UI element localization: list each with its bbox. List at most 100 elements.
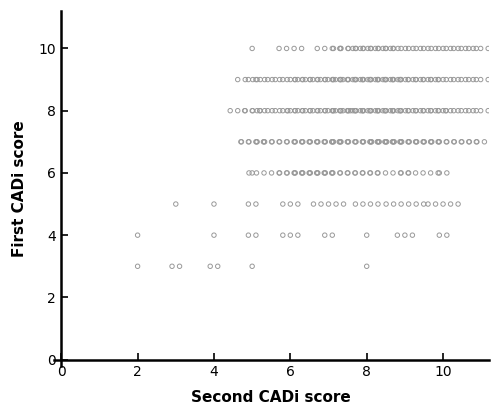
- Point: [316, 107, 324, 114]
- Point: [394, 76, 402, 83]
- Point: [294, 201, 302, 207]
- Point: [292, 107, 300, 114]
- Point: [260, 170, 268, 176]
- Point: [248, 107, 256, 114]
- Point: [352, 45, 360, 52]
- Point: [292, 138, 300, 145]
- Point: [249, 107, 257, 114]
- Point: [366, 107, 374, 114]
- Point: [434, 107, 442, 114]
- Point: [372, 45, 380, 52]
- Point: [314, 76, 322, 83]
- Point: [313, 107, 321, 114]
- Point: [386, 76, 394, 83]
- Point: [382, 107, 390, 114]
- Point: [436, 170, 444, 176]
- Point: [359, 201, 367, 207]
- Point: [462, 107, 469, 114]
- Point: [499, 76, 500, 83]
- Point: [336, 170, 344, 176]
- Point: [290, 138, 298, 145]
- Point: [306, 107, 314, 114]
- Point: [366, 170, 374, 176]
- Point: [260, 138, 268, 145]
- Point: [260, 138, 268, 145]
- Point: [458, 138, 466, 145]
- Point: [351, 76, 359, 83]
- Point: [234, 76, 241, 83]
- Point: [310, 201, 318, 207]
- Point: [352, 138, 360, 145]
- Point: [358, 76, 366, 83]
- Point: [336, 138, 344, 145]
- Point: [330, 107, 338, 114]
- Point: [305, 170, 313, 176]
- Point: [260, 138, 268, 145]
- Point: [397, 170, 405, 176]
- Point: [397, 76, 405, 83]
- Point: [359, 170, 367, 176]
- Point: [282, 45, 290, 52]
- Point: [446, 107, 454, 114]
- Point: [446, 45, 454, 52]
- Point: [272, 76, 280, 83]
- Point: [409, 45, 417, 52]
- Point: [290, 76, 298, 83]
- Point: [252, 76, 260, 83]
- Point: [244, 232, 252, 239]
- Point: [374, 170, 382, 176]
- Point: [434, 107, 442, 114]
- Point: [434, 138, 442, 145]
- Point: [286, 76, 294, 83]
- Point: [367, 107, 375, 114]
- Point: [279, 201, 287, 207]
- Point: [379, 45, 387, 52]
- Point: [488, 138, 496, 145]
- Point: [394, 107, 402, 114]
- Point: [328, 170, 336, 176]
- Point: [299, 76, 307, 83]
- Point: [374, 107, 382, 114]
- Point: [328, 170, 336, 176]
- Point: [298, 45, 306, 52]
- Point: [322, 170, 330, 176]
- Point: [312, 170, 320, 176]
- Point: [374, 201, 382, 207]
- Point: [283, 76, 291, 83]
- Point: [434, 138, 442, 145]
- Point: [252, 170, 260, 176]
- Point: [412, 76, 420, 83]
- Point: [248, 170, 256, 176]
- Point: [329, 138, 337, 145]
- Point: [462, 45, 469, 52]
- Point: [379, 107, 387, 114]
- Point: [382, 138, 390, 145]
- Point: [396, 170, 404, 176]
- Point: [244, 201, 252, 207]
- Point: [298, 76, 306, 83]
- Point: [245, 138, 253, 145]
- Point: [432, 201, 440, 207]
- Point: [484, 107, 492, 114]
- Point: [253, 138, 261, 145]
- Point: [337, 107, 345, 114]
- Point: [279, 232, 287, 239]
- Point: [472, 107, 480, 114]
- Point: [374, 107, 382, 114]
- Point: [366, 45, 374, 52]
- Point: [390, 138, 398, 145]
- Point: [434, 76, 442, 83]
- Point: [462, 76, 469, 83]
- Point: [332, 201, 340, 207]
- Point: [374, 45, 382, 52]
- Point: [256, 76, 264, 83]
- Point: [294, 107, 302, 114]
- Point: [252, 232, 260, 239]
- Point: [469, 107, 477, 114]
- Point: [360, 76, 368, 83]
- Point: [397, 201, 405, 207]
- Point: [313, 138, 321, 145]
- Point: [426, 107, 434, 114]
- Point: [260, 76, 268, 83]
- Point: [388, 76, 396, 83]
